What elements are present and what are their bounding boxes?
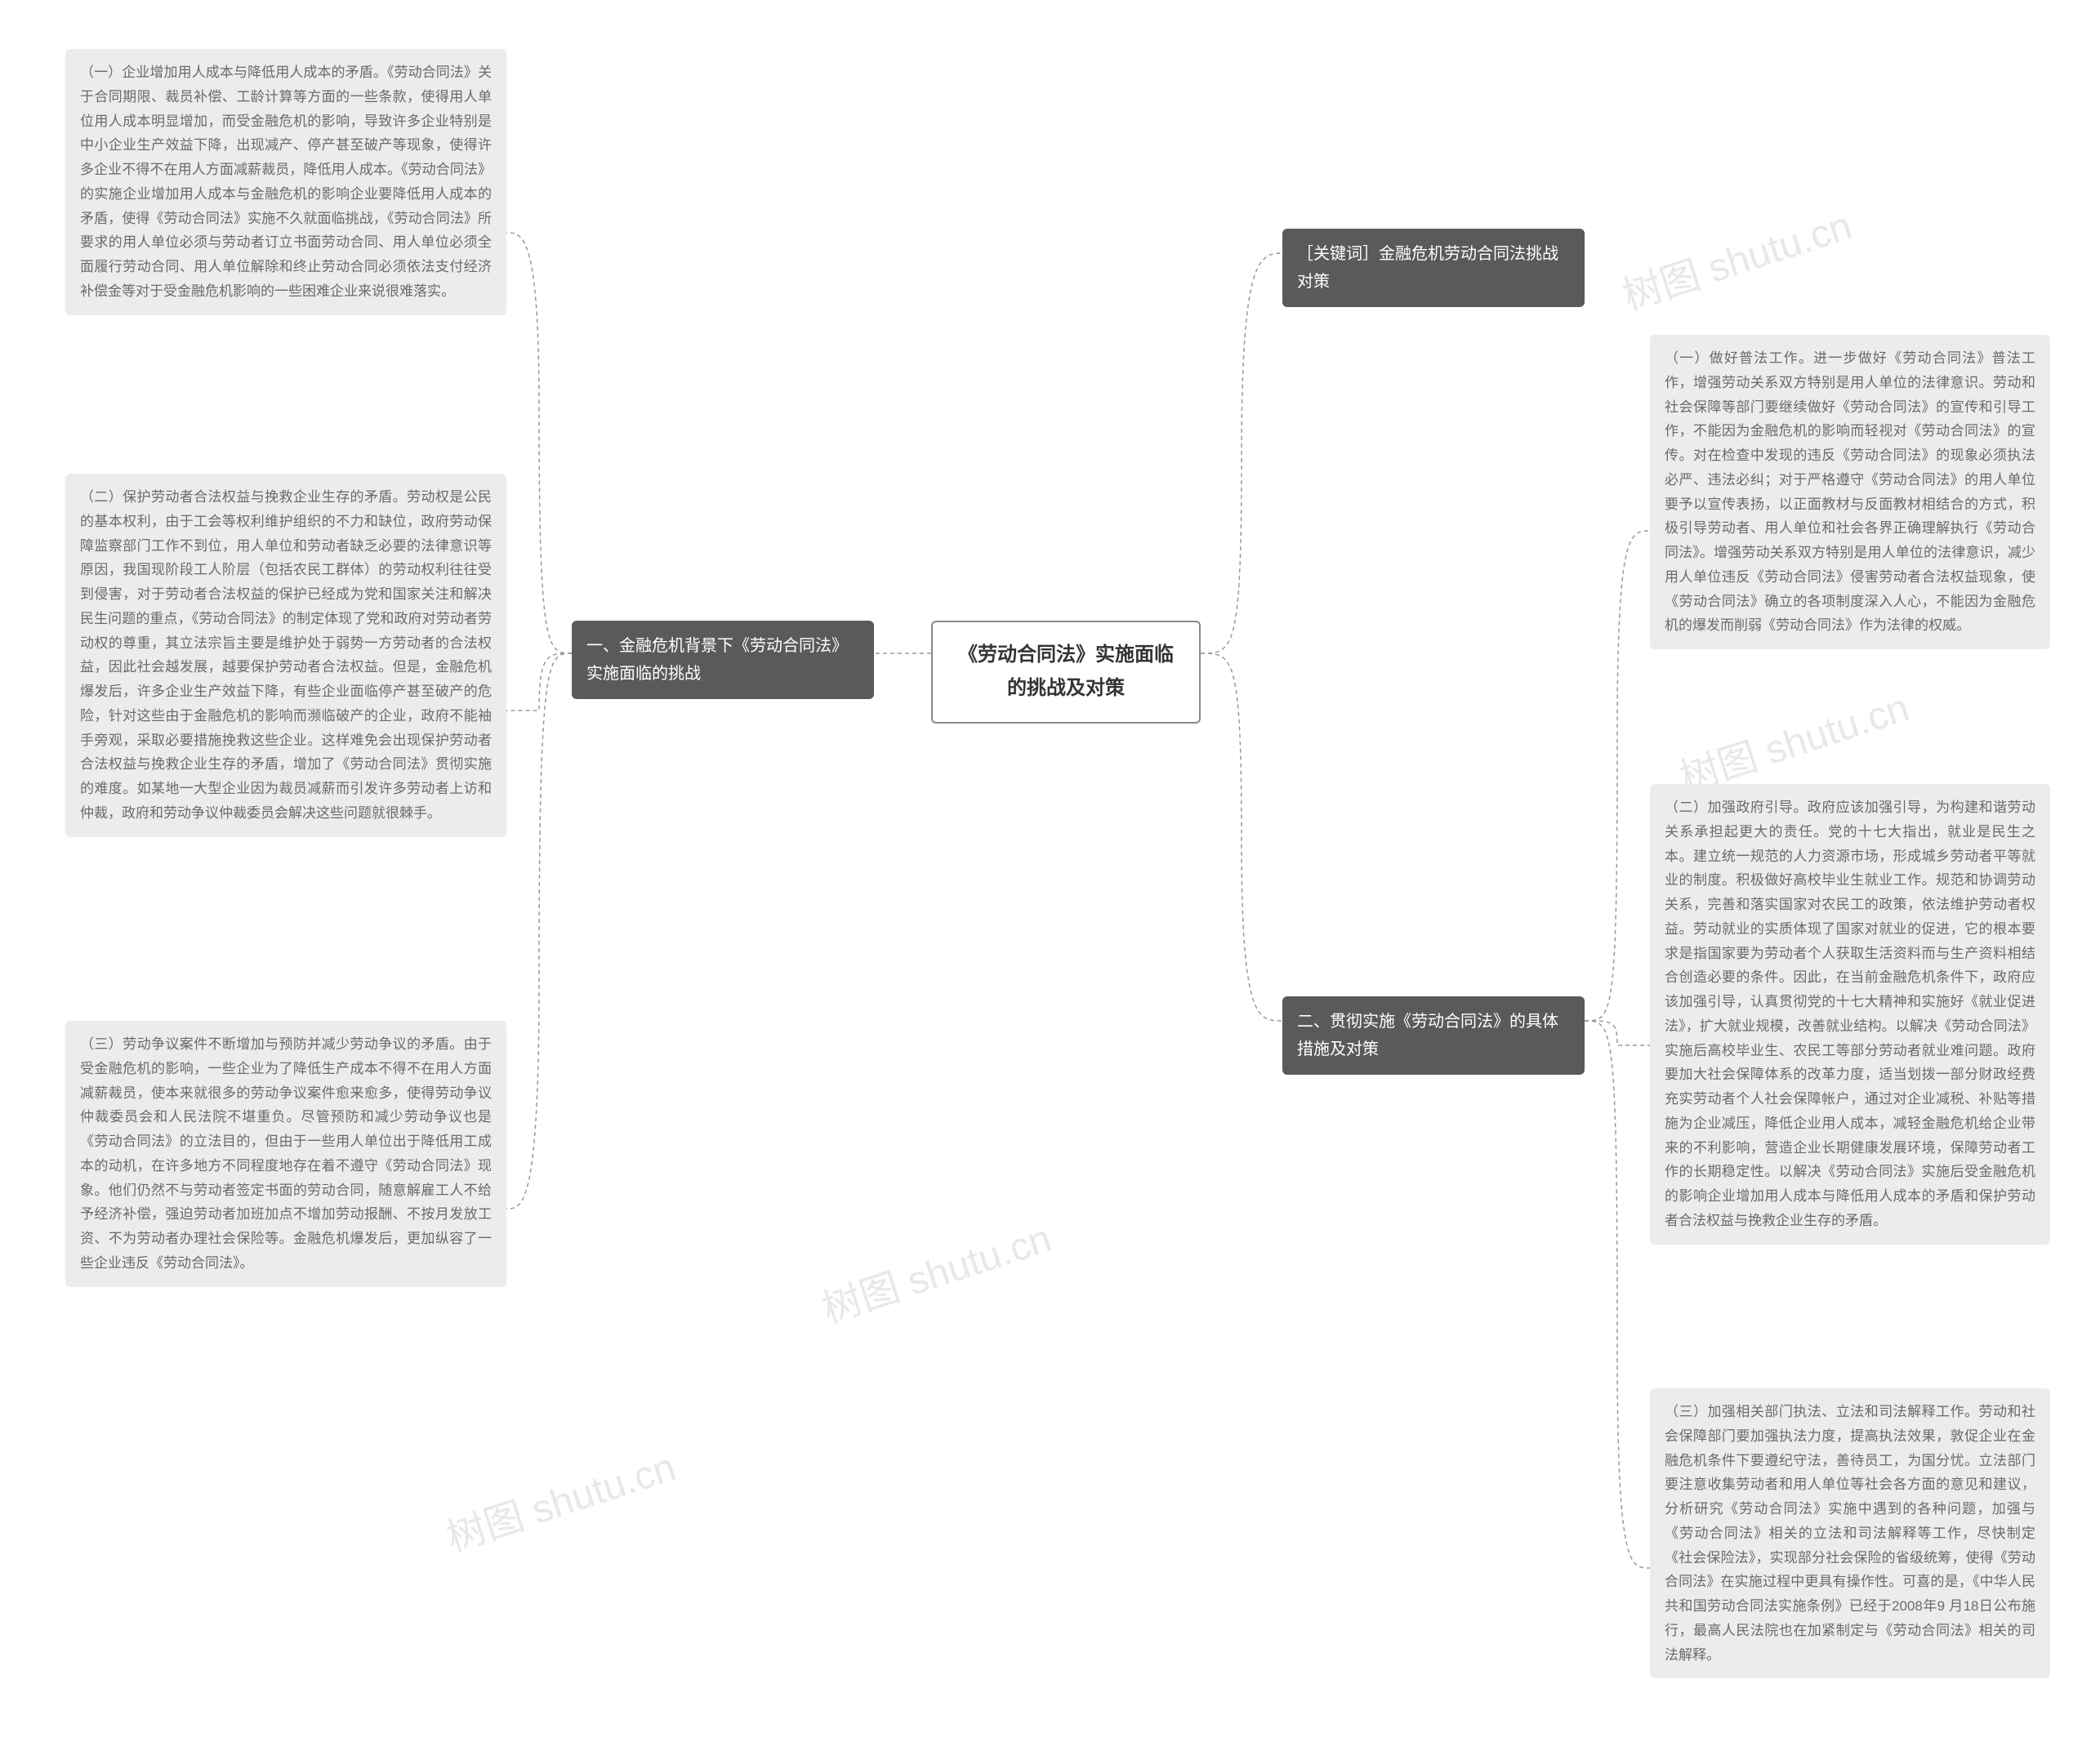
leaf-measure-1[interactable]: （一）做好普法工作。进一步做好《劳动合同法》普法工作，增强劳动关系双方特别是用人… — [1650, 335, 2050, 649]
branch-left-challenges[interactable]: 一、金融危机背景下《劳动合同法》实施面临的挑战 — [572, 621, 874, 699]
branch-label: ［关键词］金融危机劳动合同法挑战对策 — [1297, 245, 1558, 291]
leaf-text: （三）劳动争议案件不断增加与预防并减少劳动争议的矛盾。由于受金融危机的影响，一些… — [80, 1036, 492, 1271]
leaf-challenge-3[interactable]: （三）劳动争议案件不断增加与预防并减少劳动争议的矛盾。由于受金融危机的影响，一些… — [65, 1021, 506, 1287]
leaf-text: （一）企业增加用人成本与降低用人成本的矛盾。《劳动合同法》关于合同期限、裁员补偿… — [80, 65, 492, 299]
leaf-text: （二）加强政府引导。政府应该加强引导，为构建和谐劳动关系承担起更大的责任。党的十… — [1665, 800, 2035, 1228]
watermark: 树图 shutu.cn — [814, 1206, 1057, 1334]
center-node[interactable]: 《劳动合同法》实施面临 的挑战及对策 — [931, 621, 1201, 724]
center-text: 《劳动合同法》实施面临 的挑战及对策 — [958, 644, 1174, 699]
leaf-text: （一）做好普法工作。进一步做好《劳动合同法》普法工作，增强劳动关系双方特别是用人… — [1665, 350, 2035, 633]
leaf-text: （二）保护劳动者合法权益与挽救企业生存的矛盾。劳动权是公民的基本权利，由于工会等… — [80, 489, 492, 821]
branch-label: 一、金融危机背景下《劳动合同法》实施面临的挑战 — [586, 637, 848, 683]
branch-right-measures[interactable]: 二、贯彻实施《劳动合同法》的具体措施及对策 — [1282, 996, 1585, 1075]
leaf-measure-2[interactable]: （二）加强政府引导。政府应该加强引导，为构建和谐劳动关系承担起更大的责任。党的十… — [1650, 784, 2050, 1245]
watermark: 树图 shutu.cn — [1614, 194, 1857, 321]
branch-label: 二、贯彻实施《劳动合同法》的具体措施及对策 — [1297, 1013, 1558, 1058]
watermark: 树图 shutu.cn — [438, 1435, 681, 1562]
leaf-measure-3[interactable]: （三）加强相关部门执法、立法和司法解释工作。劳动和社会保障部门要加强执法力度，提… — [1650, 1388, 2050, 1678]
leaf-challenge-1[interactable]: （一）企业增加用人成本与降低用人成本的矛盾。《劳动合同法》关于合同期限、裁员补偿… — [65, 49, 506, 315]
branch-right-keywords[interactable]: ［关键词］金融危机劳动合同法挑战对策 — [1282, 229, 1585, 307]
leaf-challenge-2[interactable]: （二）保护劳动者合法权益与挽救企业生存的矛盾。劳动权是公民的基本权利，由于工会等… — [65, 474, 506, 837]
leaf-text: （三）加强相关部门执法、立法和司法解释工作。劳动和社会保障部门要加强执法力度，提… — [1665, 1404, 2035, 1663]
